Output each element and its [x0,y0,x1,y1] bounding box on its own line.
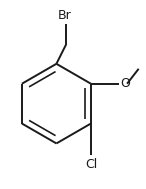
Text: Br: Br [58,9,72,22]
Text: O: O [120,77,130,90]
Text: Cl: Cl [85,158,97,170]
